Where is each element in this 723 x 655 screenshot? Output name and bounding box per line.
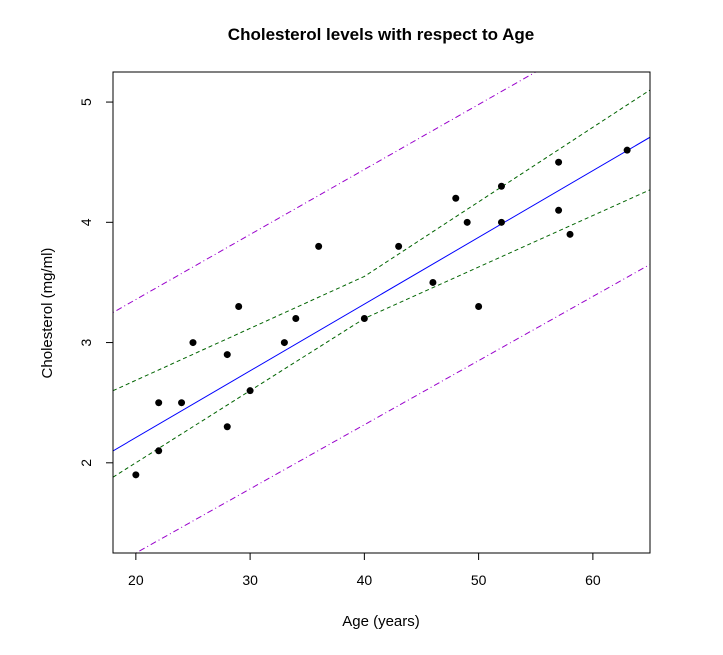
x-tick-label: 20 <box>128 572 144 588</box>
data-point <box>132 471 140 479</box>
data-point <box>497 218 505 226</box>
x-tick-label: 40 <box>357 572 373 588</box>
confidence-upper-line <box>113 89 650 392</box>
data-point <box>429 278 437 286</box>
data-point <box>360 315 368 323</box>
data-point <box>497 182 505 190</box>
data-point <box>189 339 197 347</box>
data-point <box>178 399 186 407</box>
x-tick-label: 30 <box>242 572 258 588</box>
x-tick-label: 60 <box>585 572 601 588</box>
y-tick-label: 4 <box>78 218 94 226</box>
data-point <box>555 158 563 166</box>
data-point <box>623 146 631 154</box>
y-tick-label: 3 <box>78 338 94 346</box>
fit-layer <box>113 136 650 452</box>
data-point <box>292 315 300 323</box>
y-axis-label: Cholesterol (mg/ml) <box>39 248 56 379</box>
y-tick-label: 2 <box>78 459 94 467</box>
data-point <box>155 399 163 407</box>
bands-layer <box>113 72 650 553</box>
data-point <box>235 302 243 310</box>
prediction-lower-line <box>135 263 650 553</box>
data-point <box>280 339 288 347</box>
y-tick-label: 5 <box>78 98 94 106</box>
data-point <box>395 242 403 250</box>
data-point <box>475 302 483 310</box>
data-point <box>246 387 254 395</box>
data-point <box>452 194 460 202</box>
plot-frame <box>112 71 651 554</box>
x-tick-label: 50 <box>471 572 487 588</box>
x-axis-label: Age (years) <box>342 613 420 630</box>
prediction-upper-line <box>113 72 536 313</box>
data-point <box>155 447 163 455</box>
regression-line <box>113 136 650 452</box>
data-point <box>555 206 563 214</box>
data-point <box>566 230 574 238</box>
points-layer <box>132 146 631 479</box>
data-point <box>223 423 231 431</box>
data-point <box>315 242 323 250</box>
y-axis: 2 3 4 5 <box>78 98 113 467</box>
data-point <box>463 218 471 226</box>
x-axis: 20 30 40 50 60 <box>128 553 601 588</box>
data-point <box>223 351 231 359</box>
chart-title: Cholesterol levels with respect to Age <box>228 25 534 44</box>
